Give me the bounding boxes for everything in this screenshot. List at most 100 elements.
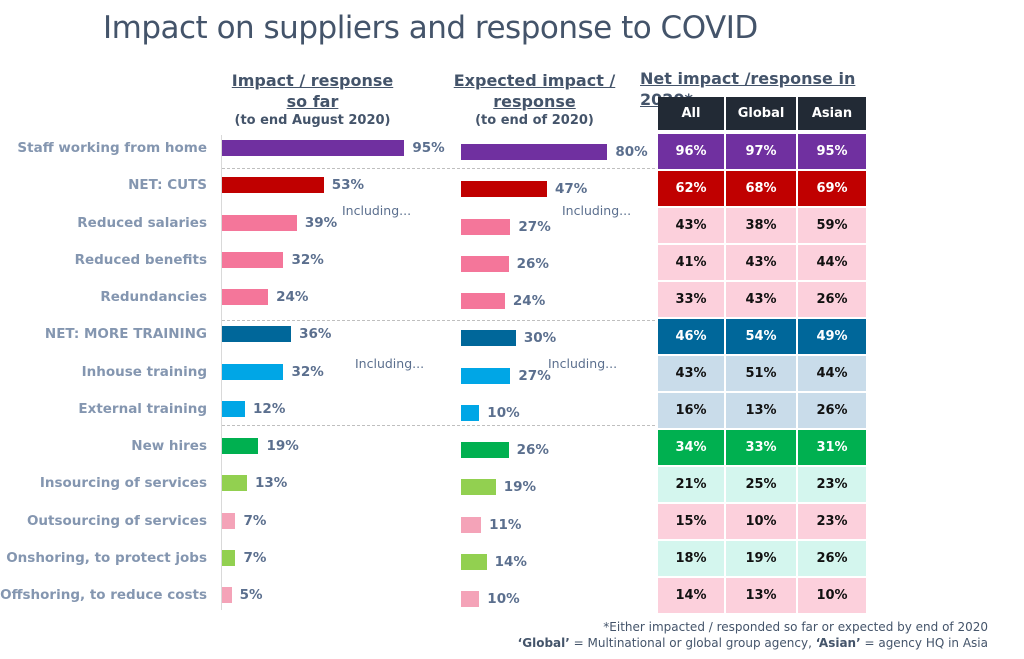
bar-series-1 (222, 363, 284, 380)
category-label: Insourcing of services (39, 475, 207, 492)
table-cell: 33% (726, 430, 796, 465)
table-cell: 13% (726, 393, 796, 428)
table-cell: 97% (726, 134, 796, 169)
table-cell: 51% (726, 356, 796, 391)
table-cell: 44% (798, 245, 866, 280)
data-label-series-1: 36% (299, 326, 332, 343)
category-label: NET: MORE TRAINING (44, 326, 207, 343)
data-label-series-1: 7% (243, 512, 267, 529)
bar-series-2 (461, 479, 496, 496)
series-2-name: Expected impact / response (453, 71, 616, 111)
data-label-series-2: 14% (494, 553, 527, 570)
bar-series-2 (461, 367, 511, 384)
data-label-series-2: 27% (518, 367, 551, 384)
table-cell: 69% (798, 171, 866, 206)
table-cell: 43% (726, 282, 796, 317)
data-label-series-2: 26% (516, 442, 549, 458)
table-cell: 38% (726, 208, 796, 243)
data-label-series-2: 27% (518, 218, 551, 235)
separator (222, 425, 655, 426)
table-cell: 41% (658, 245, 724, 280)
bar-series-1 (222, 214, 297, 231)
bar-series-1 (222, 177, 324, 194)
bar-series-1 (222, 587, 232, 603)
category-label: Staff working from home (17, 140, 207, 156)
category-label: Onshoring, to protect jobs (6, 549, 207, 566)
annotation: Including... (342, 203, 412, 218)
table-cell: 54% (726, 319, 796, 354)
bar-series-2 (461, 553, 487, 570)
data-label-series-1: 24% (276, 289, 309, 305)
table-cell: 14% (658, 578, 724, 613)
category-label: NET: CUTS (128, 177, 207, 194)
table-cell: 15% (658, 504, 724, 539)
footnote-1: *Either impacted / responded so far or e… (603, 620, 988, 634)
data-label-series-1: 19% (266, 438, 299, 454)
axis-line (221, 135, 222, 610)
annotation: Including... (562, 203, 632, 218)
table-cell: 26% (798, 282, 866, 317)
data-label-series-1: 39% (304, 214, 338, 231)
category-label: Reduced salaries (77, 214, 207, 231)
bar-series-1 (222, 512, 236, 529)
footnote-2: ‘Global’ = Multinational or global group… (518, 636, 988, 650)
annotation: Including... (355, 356, 425, 371)
series-2-subtitle: (to end of 2020) (475, 113, 594, 128)
table-cell: 33% (658, 282, 724, 317)
bar-series-2 (461, 442, 509, 458)
category-label: New hires (131, 438, 207, 454)
separator (222, 168, 655, 169)
category-label: Offshoring, to reduce costs (0, 587, 207, 603)
table-cell: 18% (658, 541, 724, 576)
table-cell: 95% (798, 134, 866, 169)
table-column-header: Asian (798, 97, 866, 130)
bar-series-1 (222, 438, 259, 454)
table-cell: 26% (798, 393, 866, 428)
table-cell: 25% (726, 467, 796, 502)
table-cell: 43% (658, 356, 724, 391)
data-label-series-2: 80% (615, 144, 648, 160)
bar-series-2 (461, 293, 505, 309)
table-cell: 16% (658, 393, 724, 428)
table-cell: 68% (726, 171, 796, 206)
bar-series-1 (222, 400, 246, 417)
separator (222, 320, 655, 321)
data-label-series-1: 95% (412, 140, 445, 156)
table-cell: 96% (658, 134, 724, 169)
series-1-name: Impact / response so far (231, 71, 394, 111)
bar-series-1 (222, 549, 236, 566)
series-1-header: Impact / response so far (to end August … (210, 70, 415, 130)
table-cell: 43% (726, 245, 796, 280)
data-label-series-1: 32% (291, 251, 324, 268)
bar-series-2 (461, 255, 509, 272)
table-column-header: Global (726, 97, 796, 130)
data-label-series-2: 10% (487, 591, 520, 607)
data-label-series-2: 47% (555, 181, 588, 198)
table-cell: 23% (798, 504, 866, 539)
bar-series-2 (461, 404, 480, 421)
bar-series-2 (461, 144, 608, 160)
series-2-header: Expected impact / response (to end of 20… (452, 70, 617, 130)
data-label-series-1: 12% (253, 400, 286, 417)
category-label: Reduced benefits (74, 251, 207, 268)
bar-series-1 (222, 251, 284, 268)
data-label-series-1: 32% (291, 363, 324, 380)
table-cell: 13% (726, 578, 796, 613)
footnote-text: = Multinational or global group agency, (569, 636, 816, 650)
category-label: Inhouse training (81, 363, 207, 380)
table-cell: 23% (798, 467, 866, 502)
footnote-asian: ‘Asian’ (815, 636, 861, 650)
bar-series-1 (222, 289, 269, 305)
annotation: Including... (548, 356, 618, 371)
table-cell: 10% (726, 504, 796, 539)
table-cell: 44% (798, 356, 866, 391)
bar-series-1 (222, 326, 292, 343)
table-cell: 62% (658, 171, 724, 206)
bar-series-2 (461, 591, 480, 607)
data-label-series-1: 7% (243, 549, 267, 566)
footnote-text: = agency HQ in Asia (860, 636, 988, 650)
series-1-subtitle: (to end August 2020) (234, 113, 391, 128)
category-label: External training (78, 400, 207, 417)
data-label-series-2: 19% (503, 479, 537, 496)
table-cell: 49% (798, 319, 866, 354)
